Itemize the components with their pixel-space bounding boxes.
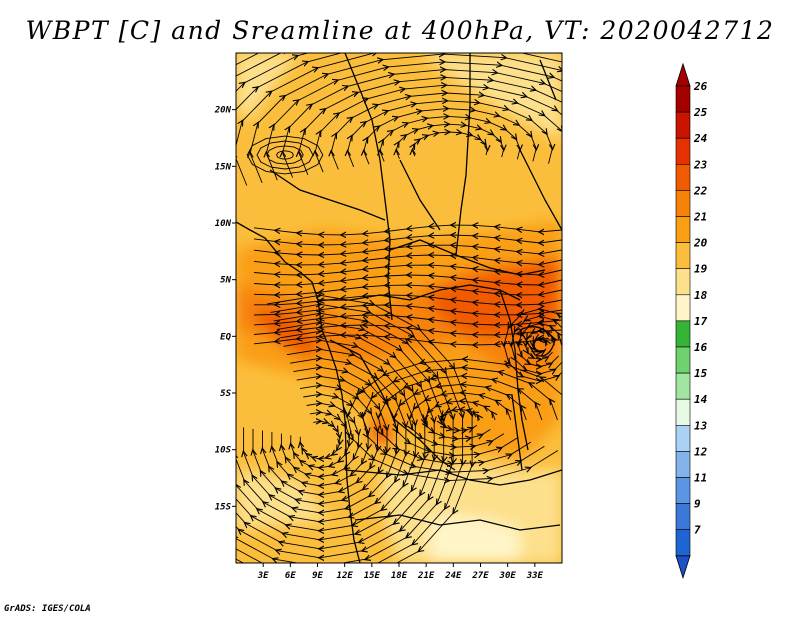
lake-tanganyika: [511, 394, 523, 471]
streamlines: [236, 53, 562, 563]
colorbar-label: 22: [693, 184, 708, 197]
colorbar-segment: [675, 294, 691, 322]
lat-tick-label: 15N: [215, 162, 232, 172]
streamline: [504, 309, 562, 381]
lake-victoria: [519, 326, 556, 357]
colorbar-label: 18: [694, 289, 708, 302]
colorbar-segment: [675, 398, 691, 426]
colorbar-segment: [675, 190, 691, 217]
streamline: [236, 295, 472, 563]
colorbar-segment: [675, 451, 691, 478]
colorbar-segment: [675, 137, 691, 165]
colorbar-segment: [675, 477, 691, 504]
lon-tick-label: 27E: [471, 571, 489, 581]
zambia-border: [344, 469, 562, 486]
colorbar-segment: [675, 268, 691, 296]
niger-border: [269, 169, 386, 221]
lat-tick-label: 5N: [220, 276, 231, 286]
angola-border: [329, 339, 456, 471]
lon-tick-label: 12E: [337, 571, 354, 581]
lat-tick-label: EQ: [220, 332, 231, 342]
lon-tick-label: 6E: [285, 571, 296, 581]
colorbar-label: 20: [693, 237, 708, 250]
chad-border: [344, 53, 393, 321]
colorbar-label: 25: [693, 106, 708, 119]
colorbar-label: 11: [694, 472, 707, 485]
lon-tick-label: 9E: [312, 571, 323, 581]
lakes-border: [499, 289, 529, 451]
grads-credit: GrADS: IGES/COLA: [4, 604, 91, 614]
lat-tick-label: 20N: [214, 106, 232, 116]
lon-tick-label: 30E: [499, 571, 517, 581]
lon-tick-label: 3E: [257, 571, 269, 581]
colorbar-segment: [675, 529, 691, 557]
wbpt-shading: [236, 53, 562, 563]
lon-tick-label: 33E: [526, 571, 544, 581]
latitude-axis: 20N 15N 10N 5N EQ 5S 10S 15S: [214, 106, 236, 512]
car-border: [389, 239, 546, 276]
colorbar-bottom-arrow: [675, 555, 691, 580]
colorbar-label: 19: [694, 263, 708, 276]
map-panel: [236, 53, 562, 563]
lat-tick-label: 10N: [215, 219, 232, 229]
colorbar-label: 26: [693, 80, 708, 93]
colorbar-top-arrow: [675, 62, 691, 87]
lon-tick-label: 21E: [417, 571, 435, 581]
lat-tick-label: 15S: [215, 502, 232, 512]
coastlines-borders: [236, 53, 562, 563]
lon-tick-label: 18E: [391, 571, 408, 581]
colorbar-label: 21: [693, 211, 707, 224]
colorbar-segment: [675, 320, 691, 348]
lon-tick-label: 24E: [444, 571, 462, 581]
congo-border: [318, 284, 521, 301]
chad-east-border: [399, 159, 441, 231]
colorbar-segment: [675, 216, 691, 243]
colorbar-segment: [675, 242, 691, 270]
colorbar-segment: [675, 372, 691, 400]
colorbar-label: 9: [694, 498, 701, 511]
longitude-axis: 3E 6E 9E 12E 15E 18E 21E 24E 27E 30E 33E: [257, 563, 544, 581]
southern-border: [354, 514, 561, 531]
colorbar-label: 7: [694, 524, 701, 537]
colorbar-label: 14: [694, 393, 708, 406]
colorbar-label: 13: [694, 419, 708, 432]
colorbar-label: 16: [694, 341, 708, 354]
streamline: [266, 145, 304, 165]
streamline: [246, 135, 324, 175]
colorbar-label: 15: [694, 367, 708, 380]
lon-tick-label: 15E: [364, 571, 381, 581]
colorbar-label: 17: [694, 315, 708, 328]
sudan-border: [455, 53, 471, 256]
west-coastline: [236, 221, 361, 563]
colorbar-label: 23: [693, 158, 708, 171]
ethiopia-border: [519, 149, 562, 231]
colorbar-segment: [675, 164, 691, 191]
colorbar-segment: [675, 346, 691, 374]
colorbar: 26 25 24 23 22 21 20 19 18 17 16 15 14 13 12 11 9 7: [675, 62, 708, 580]
colorbar-label: 12: [694, 445, 708, 458]
colorbar-label: 24: [693, 132, 708, 145]
colorbar-segment: [675, 85, 691, 113]
streamline: [256, 140, 314, 170]
lat-tick-label: 5S: [220, 389, 231, 399]
streamline: [276, 150, 294, 160]
lat-tick-label: 10S: [215, 446, 232, 456]
colorbar-segment: [675, 111, 691, 139]
chart-title: WBPT [C] and Sreamline at 400hPa, VT: 20…: [25, 16, 775, 45]
red-sea-coast: [539, 59, 557, 101]
colorbar-segment: [675, 503, 691, 531]
colorbar-segment: [675, 424, 691, 452]
